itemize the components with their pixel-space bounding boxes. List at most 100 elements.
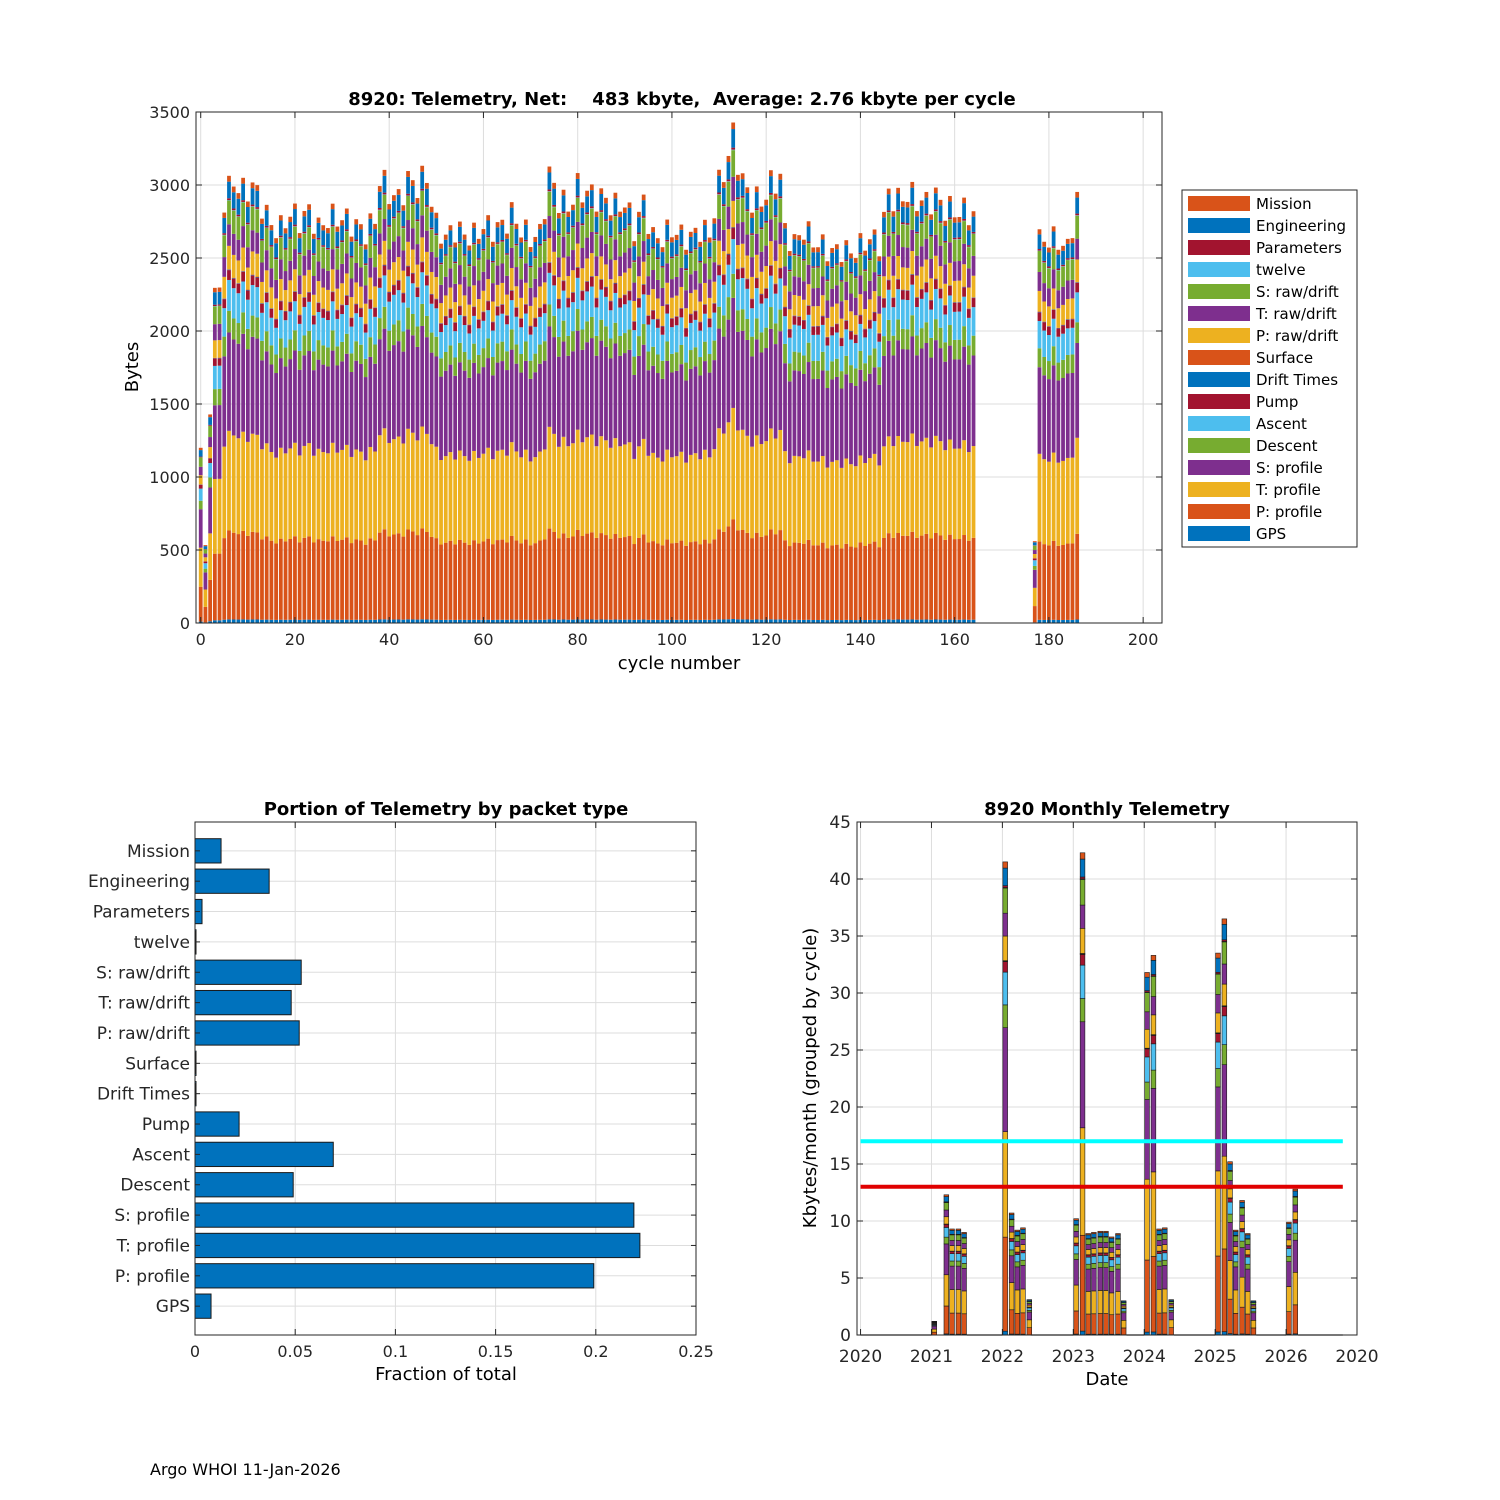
bar-segment bbox=[354, 262, 359, 283]
bar-segment bbox=[632, 619, 637, 623]
bar-segment bbox=[915, 297, 919, 308]
bar-segment bbox=[801, 328, 806, 356]
bar-segment bbox=[274, 279, 278, 299]
bar-segment bbox=[900, 224, 905, 248]
bar-segment bbox=[1250, 1312, 1257, 1321]
bar-segment bbox=[552, 433, 557, 532]
bar-segment bbox=[533, 353, 538, 373]
bar-segment bbox=[382, 169, 387, 176]
bar-segment bbox=[1292, 1222, 1298, 1234]
bar-segment bbox=[806, 241, 811, 244]
bar-segment bbox=[269, 317, 274, 346]
bar-segment bbox=[500, 619, 505, 623]
bar-segment bbox=[839, 467, 844, 549]
chart-title: 8920 Monthly Telemetry bbox=[984, 799, 1230, 820]
bar-segment bbox=[1051, 269, 1056, 289]
bar-segment bbox=[839, 548, 844, 621]
bar-segment bbox=[283, 228, 288, 234]
bar-segment bbox=[712, 539, 717, 620]
bar-segment bbox=[938, 289, 943, 299]
bar-segment bbox=[971, 275, 976, 298]
legend-swatch bbox=[1188, 526, 1250, 541]
bar-segment bbox=[731, 297, 736, 408]
bar-segment bbox=[439, 323, 443, 333]
bar-segment bbox=[1245, 1234, 1251, 1239]
bar-segment bbox=[293, 301, 297, 331]
bar-segment bbox=[396, 619, 401, 623]
bar-segment bbox=[283, 347, 288, 367]
bar-segment bbox=[721, 336, 726, 434]
bar-segment bbox=[363, 265, 368, 286]
bar-segment bbox=[882, 619, 886, 623]
bar-segment bbox=[608, 619, 613, 623]
bar-segment bbox=[1042, 262, 1047, 284]
bar-segment bbox=[326, 247, 330, 250]
bar-segment bbox=[495, 343, 500, 363]
bar-segment bbox=[759, 303, 764, 333]
bar-segment bbox=[1162, 1233, 1168, 1240]
bar-segment bbox=[208, 414, 213, 418]
bar-segment bbox=[307, 209, 311, 226]
bar-segment bbox=[1162, 1288, 1168, 1314]
bar-segment bbox=[740, 179, 745, 196]
bar-segment bbox=[1097, 1252, 1103, 1256]
bar-segment bbox=[764, 535, 769, 620]
bar-segment bbox=[660, 267, 665, 288]
bar-segment bbox=[349, 241, 354, 256]
bar-segment bbox=[255, 338, 260, 435]
y-tick-label: 40 bbox=[829, 870, 851, 890]
bar-segment bbox=[1002, 1330, 1008, 1336]
bar-segment bbox=[717, 192, 721, 195]
bar-segment bbox=[1020, 1244, 1026, 1251]
bar-segment bbox=[349, 255, 354, 258]
bar-segment bbox=[509, 329, 514, 350]
bar-segment bbox=[250, 188, 255, 205]
bar-segment bbox=[1014, 1246, 1020, 1253]
bar-segment bbox=[1032, 606, 1037, 623]
bar-segment bbox=[717, 306, 721, 329]
bar-segment bbox=[335, 226, 340, 232]
bar-segment bbox=[472, 285, 476, 307]
bar-segment bbox=[924, 259, 929, 282]
bar-segment bbox=[971, 255, 976, 276]
bar-segment bbox=[608, 215, 613, 221]
bar-segment bbox=[217, 620, 222, 623]
bar-segment bbox=[490, 619, 495, 623]
bar-segment bbox=[952, 448, 957, 540]
bar-segment bbox=[726, 155, 731, 163]
bar-segment bbox=[599, 235, 604, 257]
bar-segment bbox=[594, 335, 599, 356]
bar-segment bbox=[302, 231, 307, 234]
bar-segment bbox=[307, 536, 311, 620]
bar-segment bbox=[434, 446, 439, 539]
legend-label: Parameters bbox=[1256, 239, 1342, 257]
bar-segment bbox=[269, 345, 274, 365]
bar-segment bbox=[670, 297, 674, 318]
bar-segment bbox=[302, 297, 307, 307]
y-tick-label: 30 bbox=[829, 984, 851, 1004]
bar-segment bbox=[957, 619, 962, 623]
x-tick-label: 0.05 bbox=[277, 1342, 313, 1361]
bar-segment bbox=[255, 434, 260, 533]
bar-segment bbox=[801, 244, 806, 259]
bar-segment bbox=[830, 268, 835, 289]
bar-segment bbox=[949, 1245, 955, 1252]
bar-segment bbox=[212, 405, 217, 479]
bar-segment bbox=[891, 211, 896, 217]
bar-segment bbox=[769, 195, 773, 220]
bar-segment bbox=[552, 230, 557, 252]
bar-segment bbox=[1008, 1225, 1015, 1233]
bar-segment bbox=[316, 340, 321, 360]
bar-segment bbox=[311, 455, 316, 543]
bar-segment bbox=[599, 289, 604, 320]
bar-segment bbox=[288, 239, 293, 261]
bar-segment bbox=[924, 215, 929, 239]
bar-segment bbox=[717, 218, 721, 241]
bar-segment bbox=[410, 619, 415, 623]
bar-segment bbox=[891, 298, 896, 308]
bar-segment bbox=[462, 370, 467, 457]
bar-segment bbox=[613, 343, 618, 439]
bar-segment bbox=[1215, 1086, 1221, 1172]
bar-segment bbox=[594, 256, 599, 277]
bar-segment bbox=[750, 212, 754, 219]
